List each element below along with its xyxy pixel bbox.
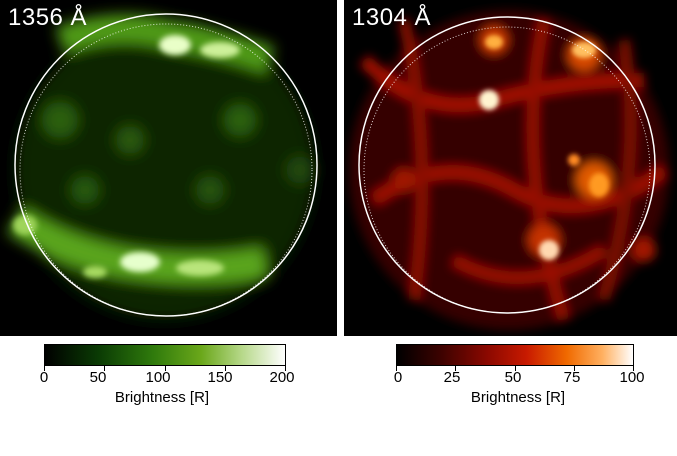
tick (396, 366, 397, 371)
colorbar-1356-axis-label: Brightness [R] (114, 389, 210, 406)
image-panel-1356: 1356 Å (0, 0, 337, 336)
tick-label: 25 (443, 369, 461, 386)
tick (285, 366, 286, 371)
tick-label: 0 (39, 369, 49, 386)
tick (165, 366, 166, 371)
tick (44, 366, 45, 371)
colorbar-1304-axis-label: Brightness [R] (470, 389, 566, 406)
tick-label: 150 (207, 369, 233, 386)
colorbar-1304 (396, 344, 634, 366)
tick (225, 366, 226, 371)
tick-label: 50 (89, 369, 107, 386)
tick (633, 366, 634, 371)
tick-label: 100 (145, 369, 171, 386)
tick-label: 50 (504, 369, 522, 386)
emission-map-1356 (6, 13, 318, 320)
tick-label: 0 (393, 369, 403, 386)
image-panel-1304: 1304 Å (344, 0, 677, 336)
emission-map-1304 (349, 10, 669, 330)
tick-label: 75 (563, 369, 581, 386)
colorbar-1356 (44, 344, 286, 366)
tick (104, 366, 105, 371)
tick (515, 366, 516, 371)
tick-label: 100 (619, 369, 645, 386)
tick (574, 366, 575, 371)
wavelength-label-1304: 1304 Å (352, 4, 432, 31)
tick-label: 200 (269, 369, 295, 386)
wavelength-label-1356: 1356 Å (8, 4, 88, 31)
tick (455, 366, 456, 371)
